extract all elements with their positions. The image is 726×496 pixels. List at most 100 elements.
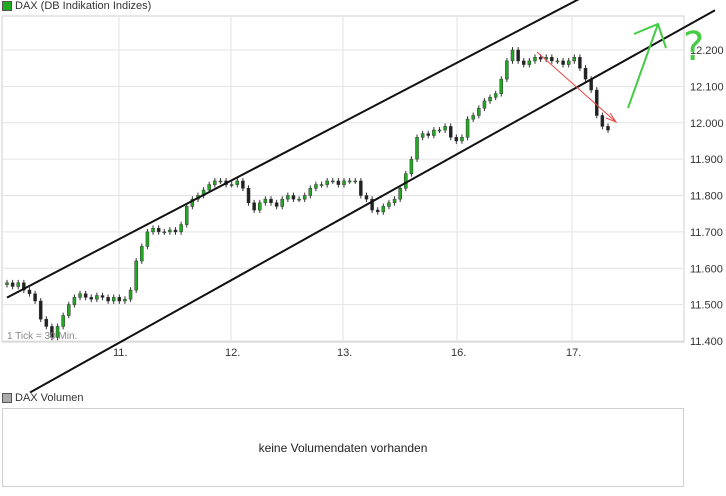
candle-body (156, 227, 161, 233)
candle-body (375, 209, 380, 213)
instrument-label: DAX (DB Indikation Indizes) (15, 0, 152, 12)
candle-body (95, 295, 99, 300)
candle-body (22, 282, 26, 291)
y-tick-label: 12.000 (690, 118, 724, 130)
candle-body (415, 137, 419, 160)
candle-body (516, 49, 520, 62)
candle-body (392, 198, 397, 204)
candle-body (67, 304, 71, 316)
candle-body (370, 198, 374, 211)
candle-body (477, 107, 481, 116)
candle-body (179, 224, 183, 233)
candle-body (426, 133, 431, 136)
upper-channel-line (6, 0, 580, 299)
volume-swatch-icon (2, 393, 12, 403)
candle-body (443, 126, 447, 131)
candle-body (190, 198, 195, 207)
candle-body (595, 89, 599, 116)
candle-body (387, 202, 391, 207)
x-tick-label: 16. (451, 347, 466, 359)
candle-body (555, 60, 560, 63)
candle-body (280, 198, 284, 207)
candle-body (342, 180, 346, 185)
candle-body (207, 184, 211, 191)
candle-body (308, 187, 313, 196)
candle-body (465, 118, 470, 138)
lower-channel-line (29, 9, 716, 394)
x-tick-label: 12. (225, 347, 240, 359)
candle-body (61, 315, 65, 327)
candle-body (83, 293, 88, 298)
candle-body (454, 137, 459, 142)
candle-body (168, 229, 172, 233)
candle-body (471, 115, 475, 120)
candle-body (420, 133, 425, 138)
x-tick-label: 13. (337, 347, 352, 359)
candle-body (274, 202, 279, 207)
y-tick-label: 11.700 (690, 227, 723, 239)
volume-legend: DAX Volumen (2, 392, 83, 404)
candle-body (213, 180, 217, 185)
dax-swatch-icon (2, 1, 12, 11)
x-tick-label: 11. (113, 347, 127, 359)
candle-body (409, 158, 414, 174)
candle-body (145, 231, 150, 247)
y-tick-label: 11.400 (690, 336, 723, 348)
candle-body (252, 202, 256, 211)
candle-body (482, 100, 487, 109)
y-tick-label: 12.100 (690, 81, 724, 93)
candle-body (499, 78, 504, 94)
candle-body (398, 187, 402, 200)
candle-body (44, 318, 49, 327)
candle-body (38, 300, 43, 320)
candle-body (106, 297, 110, 302)
candle-body (162, 231, 167, 234)
candle-body (246, 187, 251, 204)
candle-body (291, 195, 296, 200)
candle-body (55, 326, 60, 338)
candle-body (325, 180, 329, 185)
green-arrow-head (633, 22, 667, 49)
candle-body (578, 57, 582, 69)
candle-body (583, 67, 588, 80)
candle-body (297, 198, 301, 201)
candle-body (173, 229, 178, 233)
candle-body (10, 282, 15, 287)
candle-body (561, 60, 565, 65)
candle-body (527, 60, 532, 65)
candle-body (460, 137, 464, 142)
candle-body (319, 184, 324, 186)
volume-label: DAX Volumen (15, 392, 84, 404)
candle-body (229, 184, 234, 186)
y-tick-label: 11.800 (690, 191, 723, 203)
candle-body (263, 198, 268, 204)
candle-body (111, 297, 116, 302)
candle-body (404, 173, 408, 189)
candle-body (184, 206, 189, 225)
candle-body (448, 126, 453, 138)
candle-body (364, 195, 369, 200)
candle-body (488, 97, 492, 102)
candle-body (314, 184, 318, 189)
main-legend: DAX (DB Indikation Indizes) (2, 0, 151, 12)
candle-body (33, 293, 37, 302)
candle-body (286, 195, 290, 200)
y-tick-label: 12.200 (690, 45, 724, 57)
candle-body (241, 180, 245, 189)
candle-body (100, 295, 105, 298)
candle-body (353, 180, 357, 183)
candle-body (269, 198, 273, 204)
candle-body (347, 180, 352, 183)
candle-body (566, 60, 571, 65)
candle-body (533, 57, 537, 62)
candle-body (606, 126, 610, 131)
candle-body (258, 202, 262, 211)
candle-body (27, 289, 32, 294)
candle-body (123, 298, 127, 302)
tick-interval-note: 1 Tick = 30 Min. (7, 331, 77, 342)
candle-body (5, 282, 9, 285)
candle-body (140, 246, 144, 262)
candle-body (359, 180, 363, 196)
candle-body (89, 297, 94, 300)
y-tick-label: 11.900 (690, 154, 723, 166)
